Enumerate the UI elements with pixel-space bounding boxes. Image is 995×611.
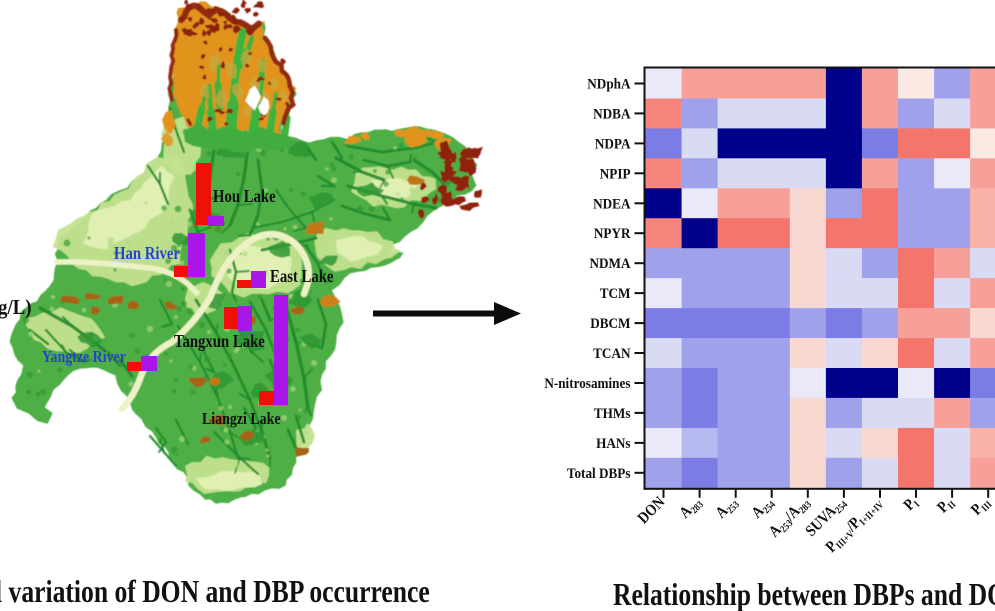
svg-text:A283: A283 xyxy=(676,493,706,523)
svg-text:East Lake: East Lake xyxy=(270,266,333,287)
svg-text:NDphA: NDphA xyxy=(587,76,631,93)
svg-text:Hou Lake: Hou Lake xyxy=(213,186,276,207)
svg-text:N-nitrosamines: N-nitrosamines xyxy=(544,375,631,392)
svg-text:DON: DON xyxy=(635,494,669,528)
svg-text:Tangxun Lake: Tangxun Lake xyxy=(174,331,265,352)
svg-text:PI: PI xyxy=(901,493,923,515)
svg-text:g/L): g/L) xyxy=(0,296,32,319)
svg-text:Han River: Han River xyxy=(114,243,180,264)
svg-text:PIII: PIII xyxy=(968,493,995,520)
svg-text:NPYR: NPYR xyxy=(594,225,631,242)
svg-text:PIII+V/PI+II+IV: PIII+V/PI+II+IV xyxy=(823,494,887,558)
svg-text:NDEA: NDEA xyxy=(593,196,631,213)
svg-text:Total DBPs: Total DBPs xyxy=(567,465,631,482)
svg-text:NDPA: NDPA xyxy=(595,136,631,153)
svg-text:TCAN: TCAN xyxy=(593,345,630,362)
svg-text:HANs: HANs xyxy=(596,435,631,452)
svg-text:A254: A254 xyxy=(748,493,778,523)
svg-text:TCM: TCM xyxy=(600,285,631,302)
svg-text:A253/A283: A253/A283 xyxy=(766,493,815,542)
svg-text:Yangtze River: Yangtze River xyxy=(42,348,126,367)
svg-text:Liangzi Lake: Liangzi Lake xyxy=(202,410,281,429)
svg-text:A253: A253 xyxy=(712,493,742,523)
svg-text:DBCM: DBCM xyxy=(590,315,630,332)
svg-text:NPIP: NPIP xyxy=(600,166,631,183)
svg-text:NDBA: NDBA xyxy=(593,106,631,123)
svg-text:NDMA: NDMA xyxy=(589,255,631,272)
svg-text:THMs: THMs xyxy=(594,405,631,422)
svg-text:PII: PII xyxy=(934,493,958,517)
